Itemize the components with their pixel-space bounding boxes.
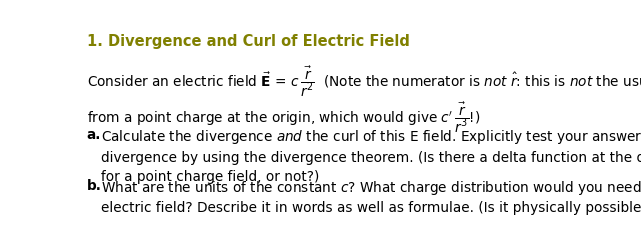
Text: 1. Divergence and Curl of Electric Field: 1. Divergence and Curl of Electric Field [87,34,410,49]
Text: Calculate the divergence $\mathit{and}$ the curl of this E field. Explicitly tes: Calculate the divergence $\mathit{and}$ … [101,128,641,184]
Text: a.: a. [87,128,101,142]
Text: What are the units of the constant $c$? What charge distribution would you need : What are the units of the constant $c$? … [101,179,641,216]
Text: from a point charge at the origin, which would give $c'\,\dfrac{\vec{r}}{r^3}$!): from a point charge at the origin, which… [87,101,480,135]
Text: Consider an electric field $\vec{\mathbf{E}}$ = $c\,\dfrac{\vec{r}}{r^2}$  (Note: Consider an electric field $\vec{\mathbf… [87,65,641,99]
Text: b.: b. [87,179,101,193]
